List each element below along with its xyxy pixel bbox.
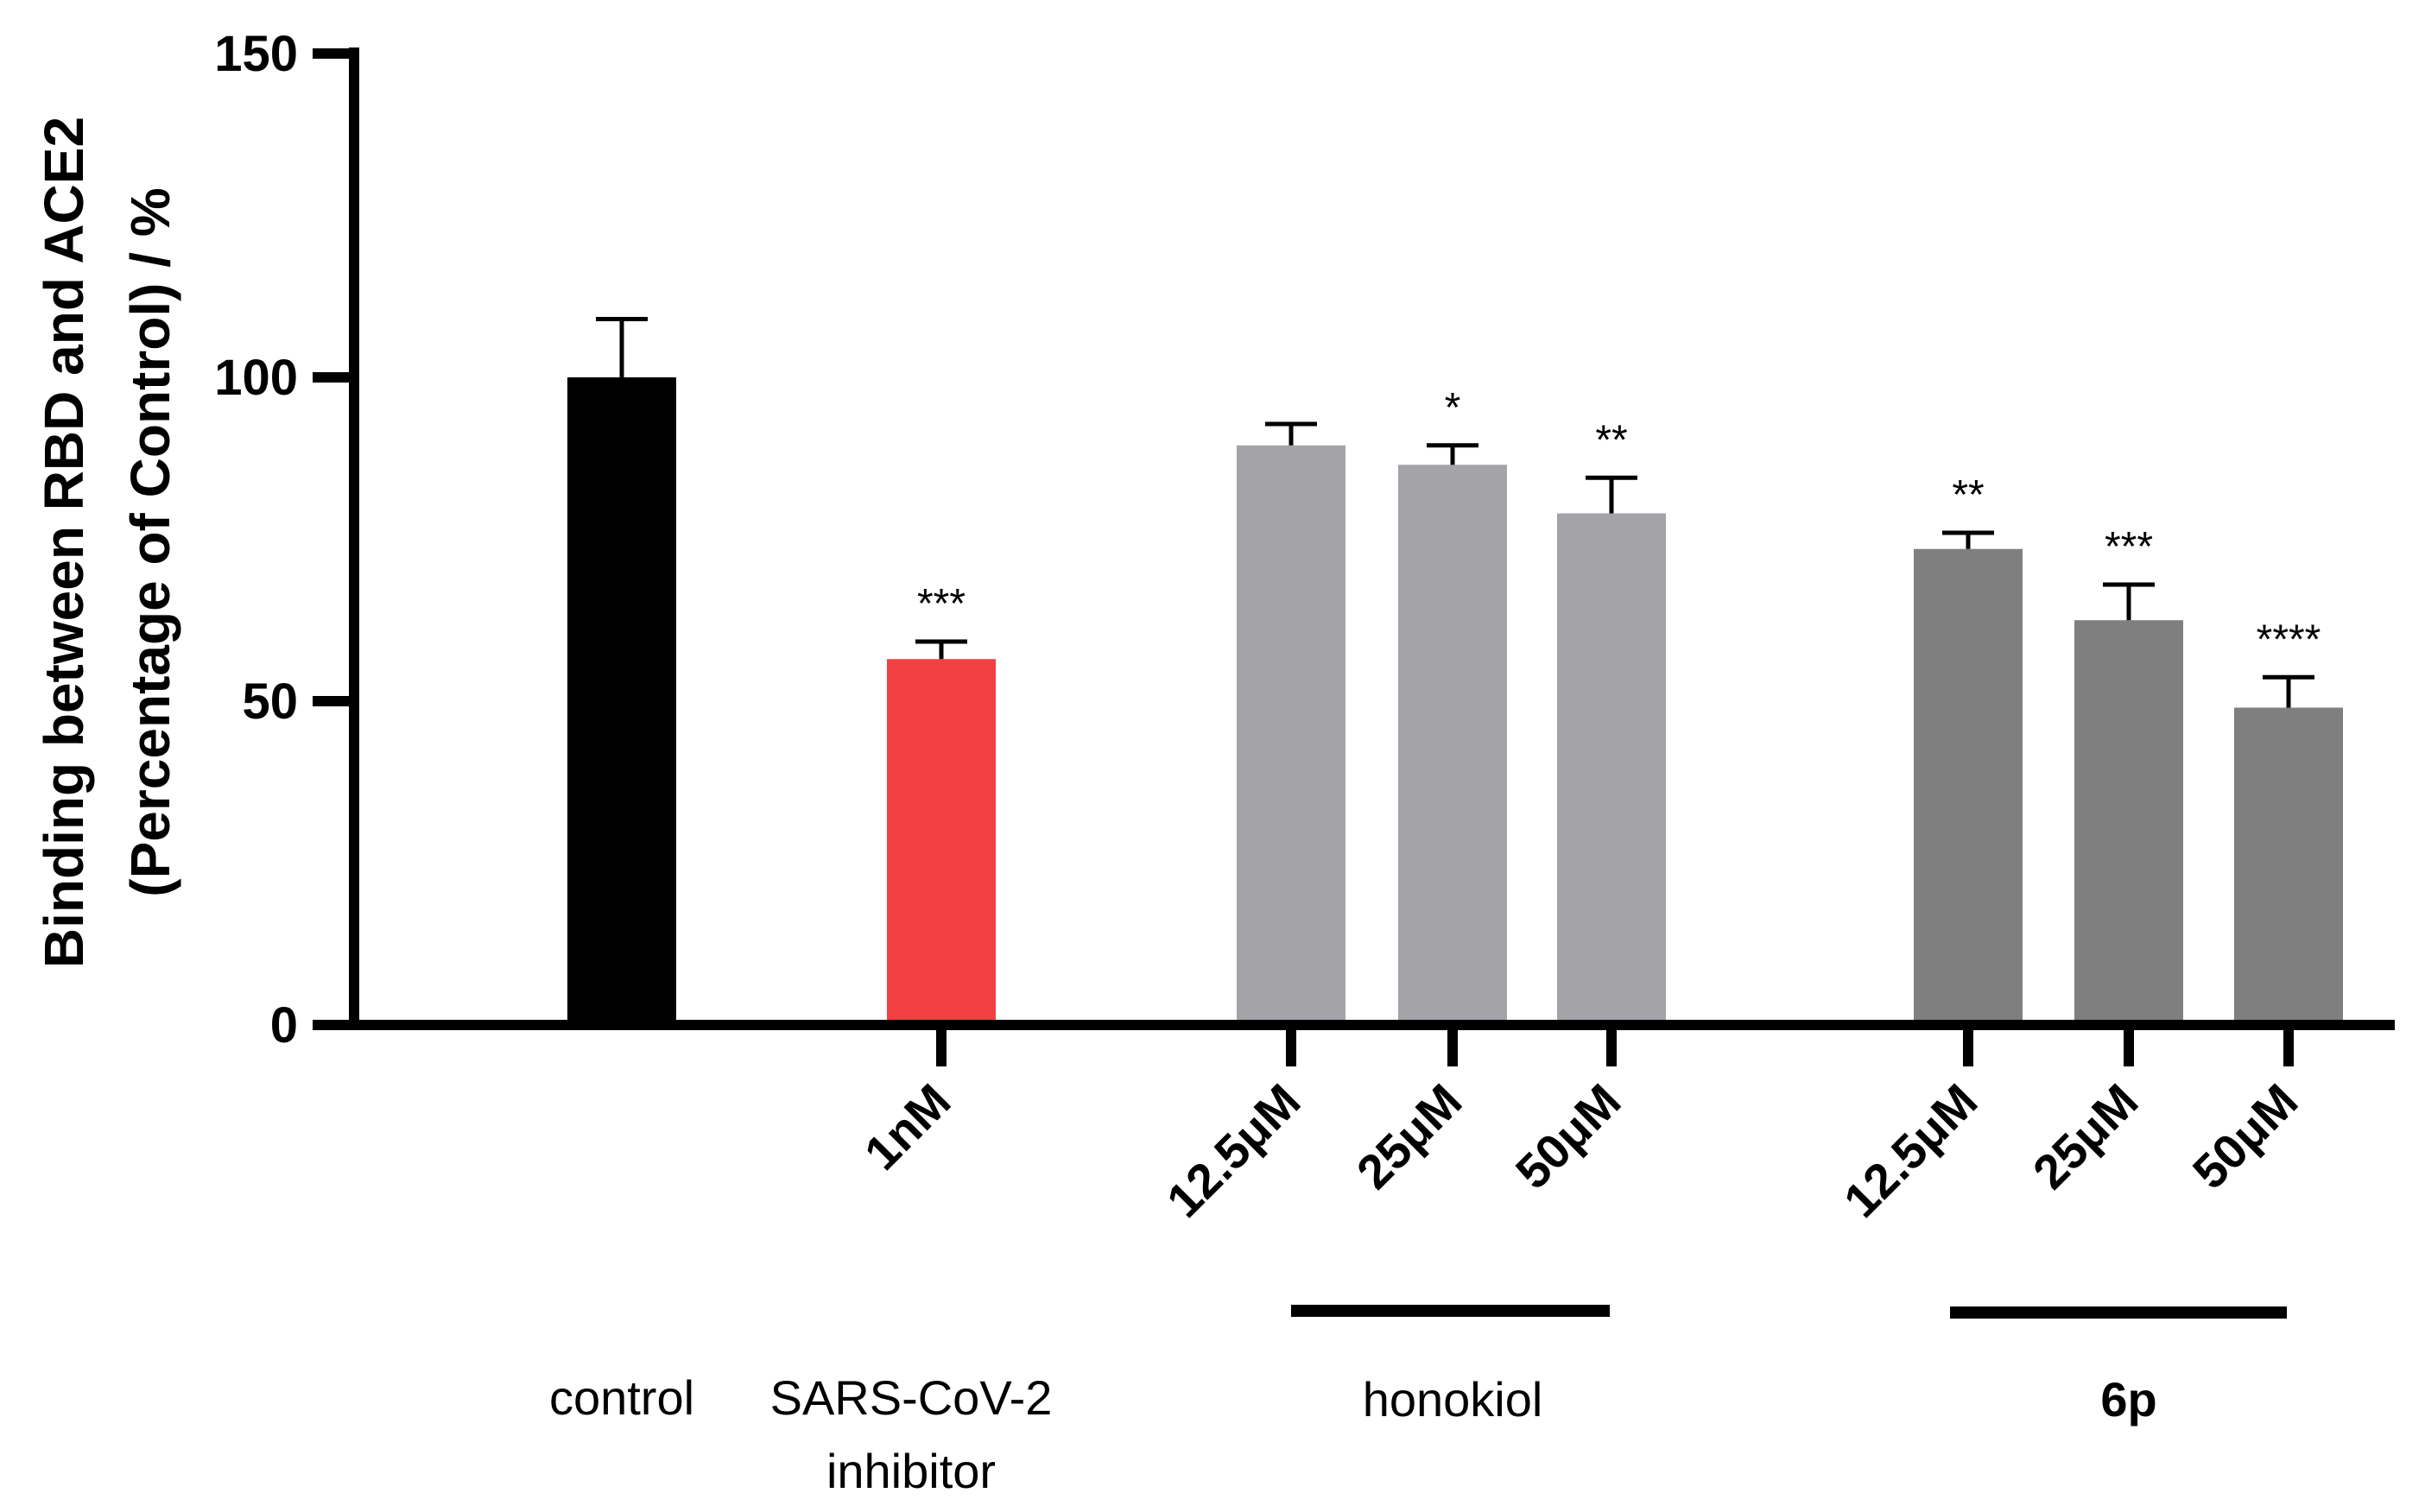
x-tick-label-6: 25μM — [2023, 1073, 2149, 1199]
x-tick-label-7: 50μM — [2182, 1073, 2308, 1199]
x-tick-label-4: 50μM — [1505, 1073, 1631, 1199]
x-tick-label-1: 1nM — [854, 1073, 961, 1180]
x-ticks-layer: 1nM 12.5μM 25μM 50μM 12.5μM 25μM 50μM — [854, 1025, 2308, 1228]
y-tick-label-0: 0 — [270, 997, 298, 1053]
y-tick-label-150: 150 — [214, 26, 298, 82]
bar-4 — [1557, 513, 1666, 1025]
y-axis-label-line-1: Binding between RBD and ACE2 — [33, 117, 95, 968]
bar-5 — [1914, 548, 2023, 1025]
group-label-6p: 6p — [2100, 1372, 2156, 1427]
bar-1 — [887, 659, 996, 1025]
group-label-inhibitor-line-1: SARS-CoV-2 — [770, 1370, 1053, 1425]
significance-label-1: *** — [917, 581, 966, 627]
x-tick-label-2: 12.5μM — [1156, 1073, 1311, 1228]
bar-0 — [567, 377, 676, 1025]
group-label-honokiol: honokiol — [1363, 1372, 1543, 1427]
x-tick-label-3: 25μM — [1346, 1073, 1472, 1199]
bar-3 — [1398, 465, 1507, 1025]
bar-2 — [1237, 445, 1345, 1025]
bars-layer — [567, 377, 2343, 1025]
significance-label-4: ** — [1595, 417, 1627, 463]
group-label-control: control — [549, 1370, 694, 1425]
significance-label-3: * — [1445, 385, 1461, 431]
y-tick-label-100: 100 — [214, 350, 298, 406]
significance-label-6: *** — [2105, 524, 2153, 570]
error-bars-layer — [596, 317, 2314, 708]
significance-label-5: ** — [1952, 472, 1984, 518]
x-tick-label-5: 12.5μM — [1833, 1073, 1988, 1228]
bar-6 — [2074, 620, 2183, 1025]
group-label-inhibitor-line-2: inhibitor — [826, 1444, 996, 1498]
y-axis-label-line-2: (Percentage of Control) / % — [119, 187, 181, 896]
y-ticks-layer: 0 50 100 150 — [214, 26, 354, 1053]
y-tick-label-50: 50 — [242, 674, 298, 730]
bar-7 — [2234, 707, 2343, 1025]
significance-label-7: **** — [2257, 617, 2321, 662]
significance-layer: *************** — [917, 385, 2321, 663]
